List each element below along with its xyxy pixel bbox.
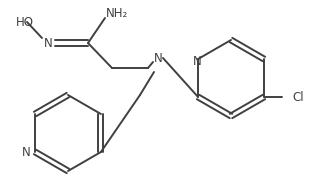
Text: N: N [22, 145, 31, 159]
Text: Cl: Cl [292, 90, 303, 103]
Text: N: N [154, 51, 162, 65]
Text: N: N [193, 55, 201, 68]
Text: HO: HO [16, 16, 34, 28]
Text: N: N [44, 36, 52, 50]
Text: NH₂: NH₂ [106, 6, 128, 19]
